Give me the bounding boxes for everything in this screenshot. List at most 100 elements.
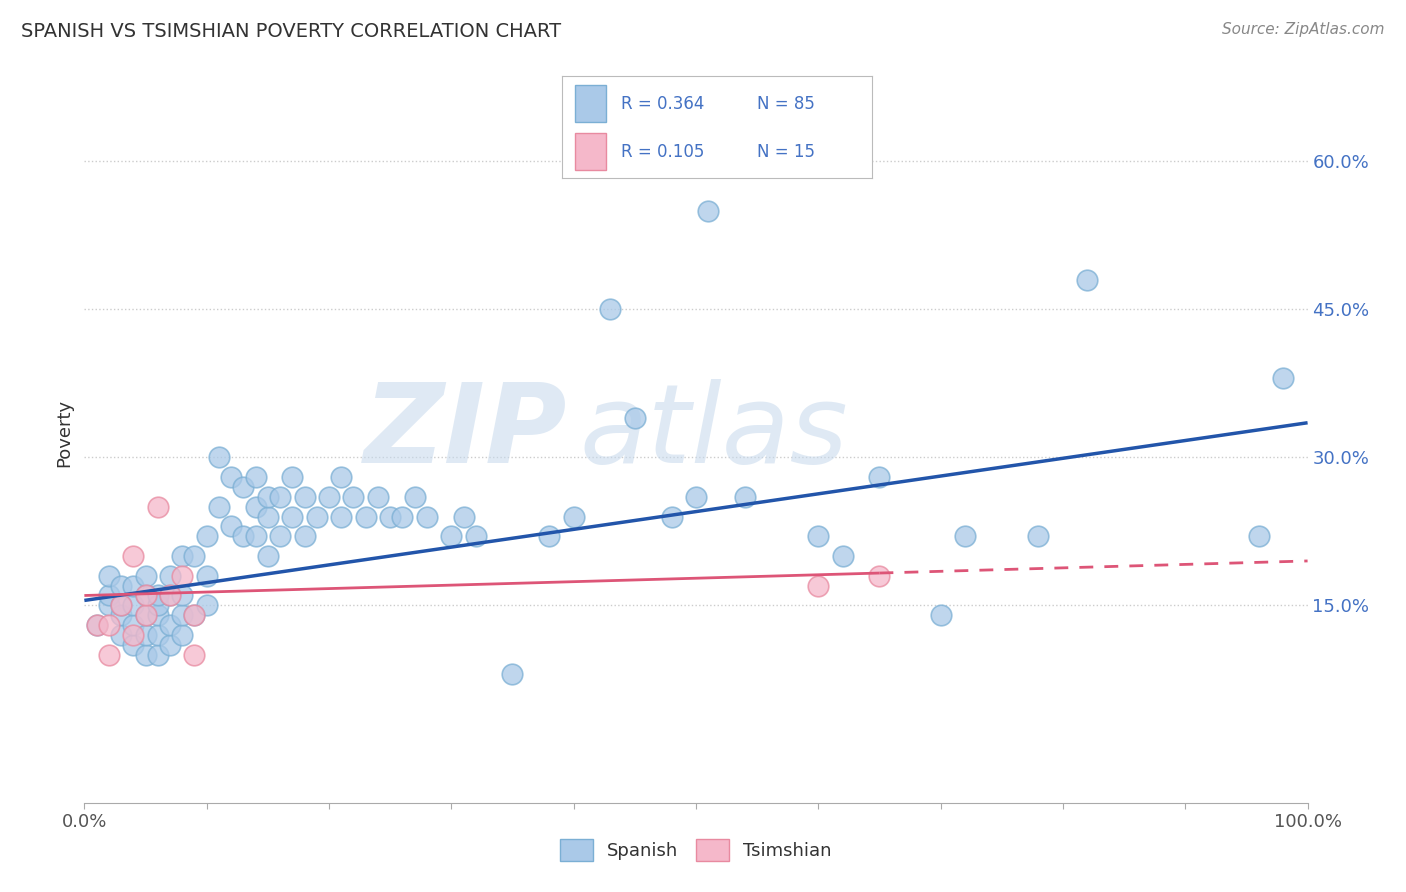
Bar bbox=[575, 133, 606, 170]
Point bbox=[135, 589, 157, 603]
Point bbox=[159, 638, 181, 652]
Text: Source: ZipAtlas.com: Source: ZipAtlas.com bbox=[1222, 22, 1385, 37]
Point bbox=[135, 648, 157, 662]
Point bbox=[257, 549, 280, 563]
Point bbox=[146, 648, 169, 662]
Point bbox=[135, 568, 157, 582]
Point bbox=[146, 599, 169, 613]
Point bbox=[1076, 272, 1098, 286]
Point bbox=[122, 549, 145, 563]
Point bbox=[110, 599, 132, 613]
Text: N = 15: N = 15 bbox=[758, 143, 815, 161]
Point bbox=[416, 509, 439, 524]
Point bbox=[159, 589, 181, 603]
Text: SPANISH VS TSIMSHIAN POVERTY CORRELATION CHART: SPANISH VS TSIMSHIAN POVERTY CORRELATION… bbox=[21, 22, 561, 41]
Point bbox=[208, 450, 231, 465]
Point bbox=[135, 589, 157, 603]
Point bbox=[367, 490, 389, 504]
Point bbox=[86, 618, 108, 632]
Point bbox=[318, 490, 340, 504]
Point bbox=[172, 608, 194, 623]
Point bbox=[869, 470, 891, 484]
Point bbox=[869, 568, 891, 582]
Point bbox=[122, 638, 145, 652]
Point bbox=[953, 529, 976, 543]
Point bbox=[97, 568, 120, 582]
Point bbox=[183, 648, 205, 662]
Point bbox=[269, 490, 291, 504]
Point bbox=[110, 608, 132, 623]
Point bbox=[183, 549, 205, 563]
Text: N = 85: N = 85 bbox=[758, 95, 815, 112]
Point bbox=[1272, 371, 1295, 385]
Point bbox=[183, 608, 205, 623]
Text: R = 0.105: R = 0.105 bbox=[621, 143, 704, 161]
Text: R = 0.364: R = 0.364 bbox=[621, 95, 704, 112]
Point bbox=[330, 470, 353, 484]
Bar bbox=[575, 85, 606, 122]
Point bbox=[135, 608, 157, 623]
Point bbox=[208, 500, 231, 514]
Point bbox=[342, 490, 364, 504]
Point bbox=[183, 608, 205, 623]
Point bbox=[97, 618, 120, 632]
Point bbox=[195, 529, 218, 543]
Point bbox=[269, 529, 291, 543]
Point bbox=[122, 618, 145, 632]
Point bbox=[305, 509, 328, 524]
Point bbox=[257, 490, 280, 504]
Point bbox=[195, 568, 218, 582]
Point bbox=[195, 599, 218, 613]
Point bbox=[685, 490, 707, 504]
Point bbox=[330, 509, 353, 524]
Point bbox=[219, 470, 242, 484]
Point bbox=[122, 599, 145, 613]
Point bbox=[294, 490, 316, 504]
Point bbox=[245, 529, 267, 543]
Point bbox=[599, 302, 621, 317]
Point bbox=[661, 509, 683, 524]
Point bbox=[562, 509, 585, 524]
Point bbox=[159, 589, 181, 603]
Point bbox=[122, 628, 145, 642]
Text: atlas: atlas bbox=[579, 379, 848, 486]
Point bbox=[380, 509, 402, 524]
Legend: Spanish, Tsimshian: Spanish, Tsimshian bbox=[553, 831, 839, 868]
Point bbox=[172, 568, 194, 582]
Y-axis label: Poverty: Poverty bbox=[55, 399, 73, 467]
Point bbox=[110, 599, 132, 613]
Point bbox=[232, 529, 254, 543]
Point bbox=[281, 509, 304, 524]
Point bbox=[281, 470, 304, 484]
Point bbox=[122, 579, 145, 593]
Point bbox=[831, 549, 853, 563]
Point bbox=[110, 628, 132, 642]
Text: ZIP: ZIP bbox=[364, 379, 568, 486]
Point bbox=[734, 490, 756, 504]
Point bbox=[245, 470, 267, 484]
Point bbox=[97, 589, 120, 603]
Point bbox=[464, 529, 486, 543]
Point bbox=[172, 549, 194, 563]
Point bbox=[624, 410, 647, 425]
Point bbox=[1028, 529, 1050, 543]
Point bbox=[245, 500, 267, 514]
Point bbox=[135, 608, 157, 623]
Point bbox=[97, 599, 120, 613]
Point bbox=[232, 480, 254, 494]
Point bbox=[172, 589, 194, 603]
Point bbox=[159, 618, 181, 632]
Point bbox=[97, 648, 120, 662]
Point bbox=[257, 509, 280, 524]
Point bbox=[110, 579, 132, 593]
Point bbox=[294, 529, 316, 543]
Point bbox=[391, 509, 413, 524]
Point bbox=[146, 608, 169, 623]
Point bbox=[440, 529, 463, 543]
Point bbox=[502, 667, 524, 681]
Point bbox=[146, 500, 169, 514]
Point bbox=[453, 509, 475, 524]
Point bbox=[929, 608, 952, 623]
Point bbox=[1247, 529, 1270, 543]
Point bbox=[86, 618, 108, 632]
